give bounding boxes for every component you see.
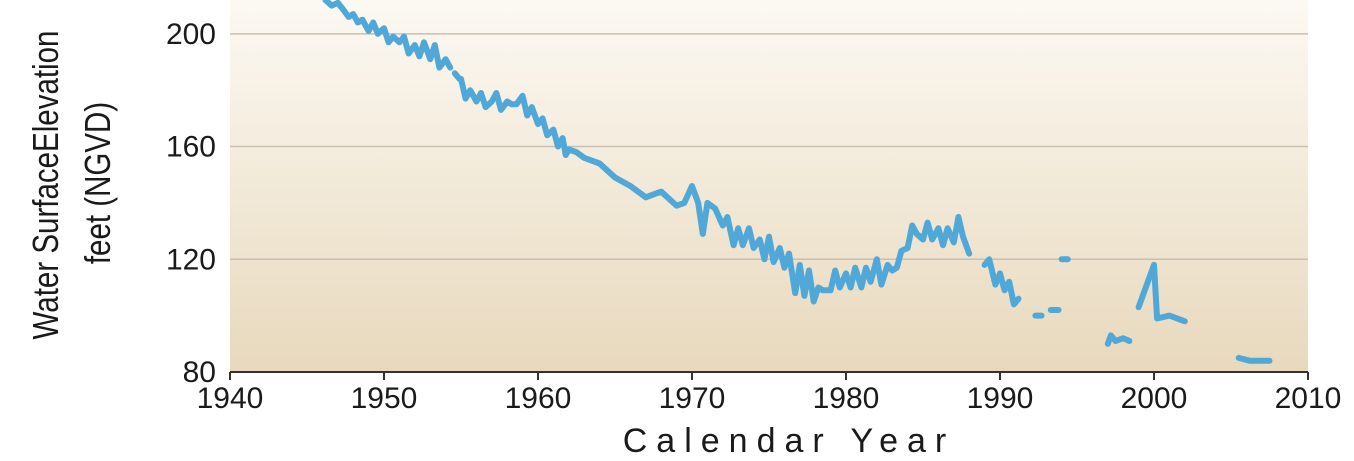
y-axis-title-line-1: Water SurfaceElevation — [25, 31, 65, 340]
x-tick-label: 1970 — [659, 382, 726, 415]
series-line-segment — [1104, 332, 1133, 347]
y-tick-label: 200 — [166, 18, 216, 51]
series-line-segment — [458, 75, 973, 305]
series-line-segment — [1235, 354, 1273, 364]
y-tick-label: 80 — [183, 356, 216, 389]
x-tick-label: 1950 — [351, 382, 418, 415]
x-tick-label: 2010 — [1275, 382, 1342, 415]
x-tick-label: 1990 — [967, 382, 1034, 415]
axes: 80 120 160 200 1940 1950 1960 1970 1980 1990 2000 2… — [166, 18, 1341, 415]
labels: Calendar Year Water SurfaceElevation fee… — [25, 31, 956, 460]
x-tick-label: 1980 — [813, 382, 880, 415]
series-line-segment — [322, 0, 454, 71]
x-tick-label: 1940 — [197, 382, 264, 415]
series-line-segment — [981, 256, 1022, 308]
x-axis-title: Calendar Year — [623, 422, 956, 460]
x-tick-label: 1960 — [505, 382, 572, 415]
y-tick-label: 120 — [166, 243, 216, 276]
plot-background — [230, 0, 1308, 372]
y-axis-title-line-2: feet (NGVD) — [77, 102, 117, 264]
series-line-segment — [1135, 261, 1188, 325]
series-layer — [322, 0, 1273, 364]
y-tick-label: 160 — [166, 131, 216, 164]
x-tick-label: 2000 — [1121, 382, 1188, 415]
grid — [230, 33, 1308, 261]
